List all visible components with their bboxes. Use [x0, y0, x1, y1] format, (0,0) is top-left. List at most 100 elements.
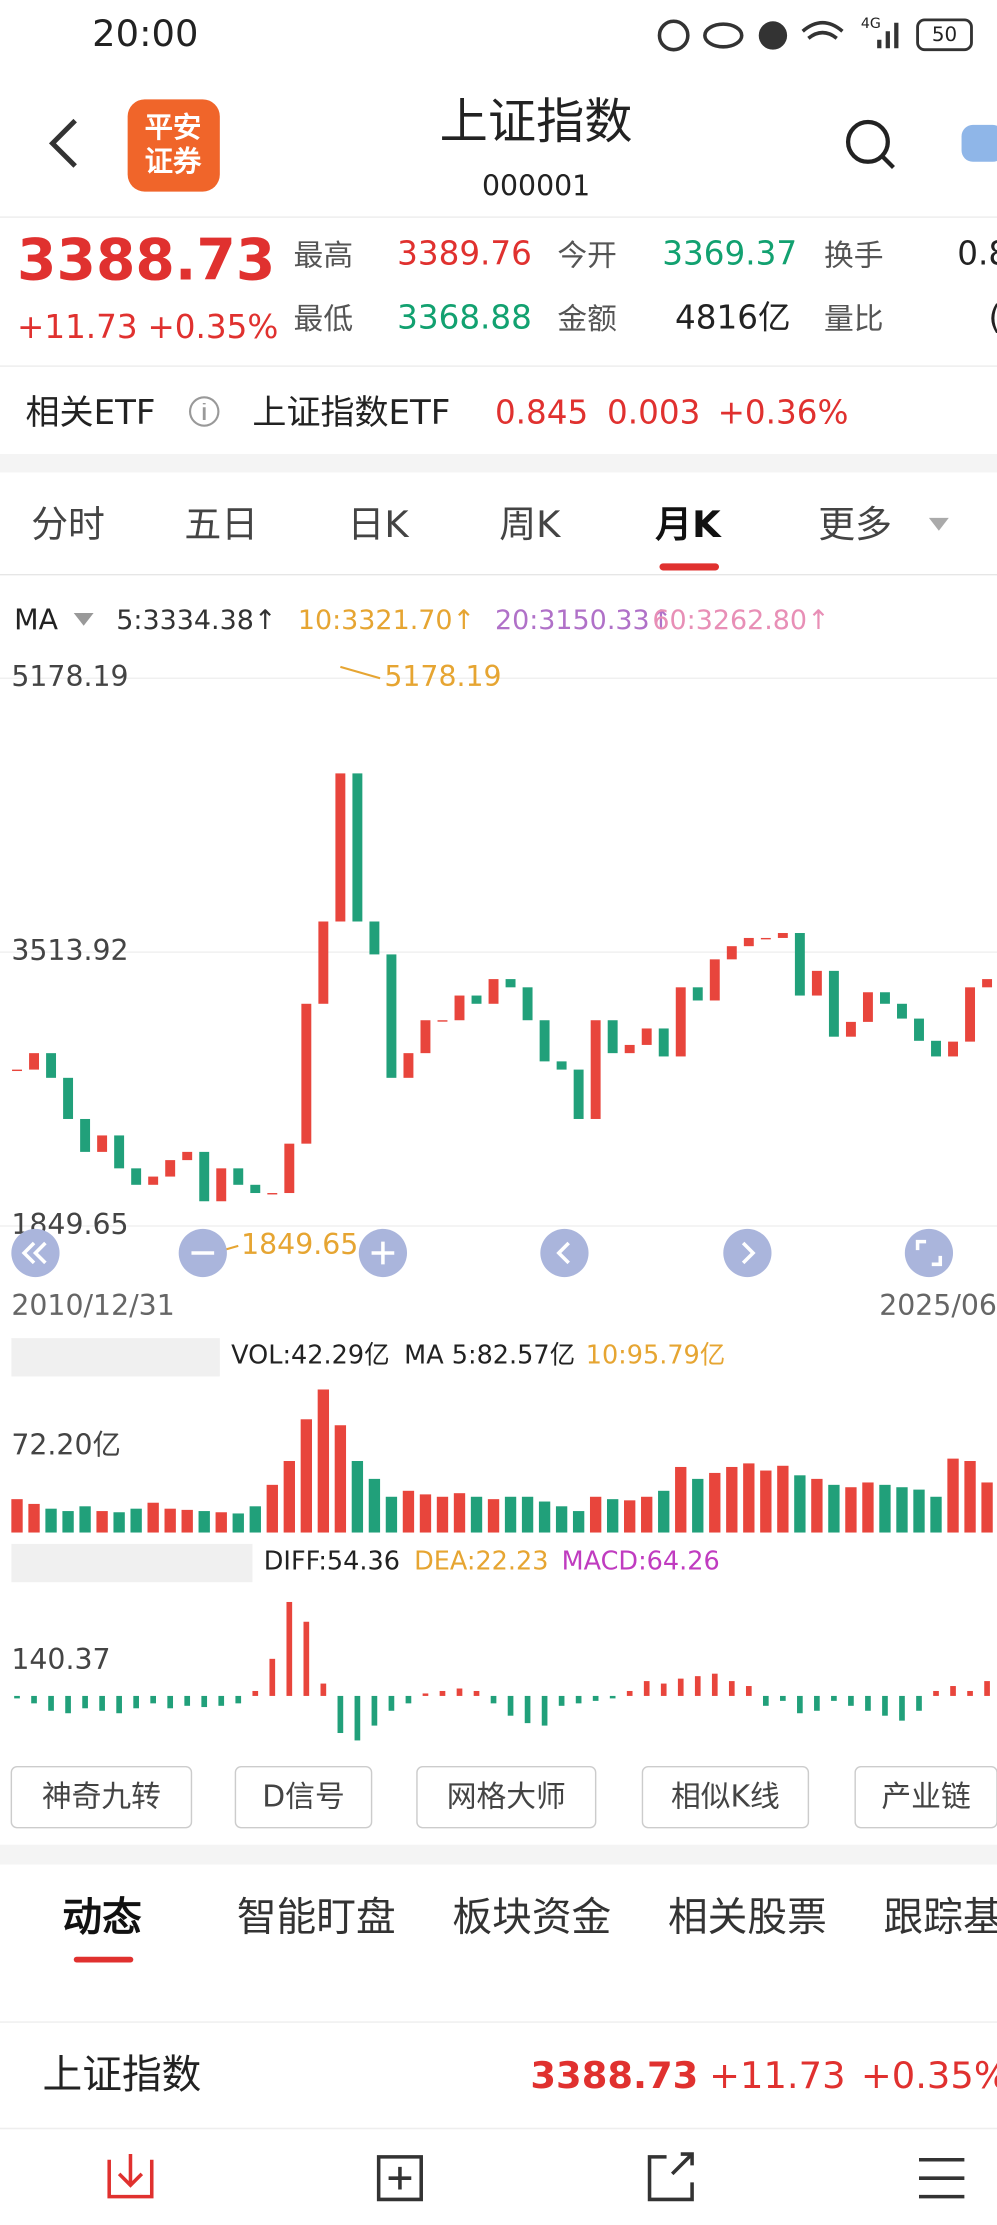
macd-bar: [865, 1695, 871, 1711]
macd-bar: [14, 1695, 20, 1699]
section-tab[interactable]: 相关股票: [668, 1894, 827, 1940]
macd-bar: [388, 1695, 395, 1711]
field-label: 最高: [294, 238, 354, 273]
volume-bar: [198, 1511, 210, 1533]
volume-bar: [164, 1508, 176, 1533]
tool-button[interactable]: [416, 1765, 597, 1829]
summary-change: +11.73: [709, 2054, 845, 2097]
macd-bar: [235, 1695, 242, 1704]
macd-bar: [354, 1695, 361, 1741]
legend-box[interactable]: [11, 1338, 220, 1377]
nav-icon[interactable]: [647, 2152, 694, 2202]
nav-icon[interactable]: [376, 2155, 423, 2202]
tool-button[interactable]: [10, 1765, 193, 1829]
candle: [250, 1184, 261, 1194]
tool-label: 产业链: [881, 1779, 970, 1814]
macd-bar: [831, 1695, 837, 1701]
tool-button[interactable]: [234, 1765, 373, 1829]
candle: [709, 959, 720, 1001]
volume-bar: [317, 1389, 330, 1533]
next-button[interactable]: [723, 1228, 772, 1278]
candle: [80, 1118, 91, 1152]
candle: [233, 1168, 244, 1185]
section-tab[interactable]: 板块资金: [452, 1894, 611, 1940]
tool-buttons: 神奇九转 D信号 网格大师 相似K线 产业链: [10, 1765, 997, 1829]
macd-bar: [48, 1695, 54, 1711]
y-tick-label: 5178.19: [11, 660, 128, 693]
ma-label[interactable]: MA: [14, 604, 58, 637]
wifi-icon: [801, 20, 844, 40]
etf-change-percent: +0.36%: [718, 393, 849, 431]
candle: [931, 1040, 941, 1057]
volume-bar: [641, 1496, 653, 1533]
period-tab[interactable]: 月K: [655, 503, 722, 546]
field-value: 3389.76: [397, 234, 532, 272]
search-button[interactable]: [845, 119, 895, 169]
candle: [63, 1077, 74, 1119]
volume-bar: [62, 1511, 74, 1533]
tool-button[interactable]: [641, 1765, 810, 1829]
volume-bar: [555, 1506, 568, 1533]
section-tab[interactable]: 智能盯盘: [237, 1894, 396, 1940]
section-tab[interactable]: 动态: [62, 1894, 142, 1940]
macd-bar: [762, 1695, 769, 1706]
macd-bar: [745, 1686, 752, 1696]
macd-bar: [882, 1695, 888, 1716]
ma-value: 60:3262.80↑: [652, 605, 829, 636]
macd-bar: [303, 1621, 310, 1696]
network-type: 4G: [861, 16, 881, 32]
candle: [897, 1003, 907, 1019]
dropdown-icon: [928, 517, 949, 531]
info-icon[interactable]: [188, 396, 220, 427]
etf-name[interactable]: 上证指数ETF: [252, 393, 450, 433]
back-button[interactable]: [48, 118, 77, 168]
nav-icon[interactable]: [918, 2157, 965, 2199]
period-tab[interactable]: 分时: [31, 503, 105, 546]
field-value: 0.8: [957, 234, 997, 272]
fullscreen-button[interactable]: [904, 1228, 954, 1278]
prev-button[interactable]: [540, 1228, 589, 1278]
volume-bar: [624, 1500, 636, 1533]
change-percent: +0.35%: [147, 308, 278, 346]
candle: [845, 1021, 856, 1037]
volume-bar: [453, 1493, 466, 1533]
macd-bar: [797, 1695, 803, 1714]
candle: [828, 970, 839, 1037]
period-tab[interactable]: 周K: [499, 503, 561, 546]
candle: [97, 1135, 108, 1152]
volume-bar: [913, 1489, 925, 1533]
macd-bar: [167, 1695, 174, 1709]
candle: [420, 1020, 431, 1054]
logo[interactable]: [127, 99, 220, 192]
candle: [454, 995, 465, 1021]
summary-change-percent: +0.35%: [861, 2054, 997, 2097]
section-gap: [0, 454, 997, 473]
candle: [29, 1053, 40, 1070]
macd-bar: [626, 1690, 633, 1696]
volume-bar: [504, 1496, 517, 1533]
section-tabs: 动态 智能盯盘 板块资金 相关股票 跟踪基: [62, 1894, 997, 1940]
field-label: 金额: [557, 302, 617, 337]
period-tab[interactable]: 日K: [347, 503, 409, 546]
assistant-button[interactable]: [961, 124, 997, 162]
volume-bar: [675, 1466, 687, 1533]
period-tab[interactable]: 五日: [184, 503, 258, 546]
candle: [641, 1028, 652, 1045]
macd-bar: [150, 1695, 157, 1704]
section-tab[interactable]: 跟踪基: [884, 1894, 997, 1940]
candle: [318, 921, 329, 1004]
field-value: (: [988, 298, 997, 336]
volume-bar: [896, 1487, 908, 1533]
nav-icon[interactable]: [107, 2154, 154, 2199]
macd-bar: [541, 1695, 548, 1726]
etf-label: 相关ETF: [26, 393, 156, 433]
volume-bar: [147, 1502, 159, 1533]
legend-box[interactable]: [11, 1543, 253, 1583]
macd-bar: [609, 1695, 616, 1699]
tool-button[interactable]: [854, 1765, 997, 1829]
volume-bar: [419, 1494, 432, 1533]
macd-bar: [984, 1681, 990, 1696]
period-tab[interactable]: 更多: [818, 503, 892, 546]
volume-bar: [709, 1472, 721, 1533]
macd-bar: [337, 1695, 344, 1734]
